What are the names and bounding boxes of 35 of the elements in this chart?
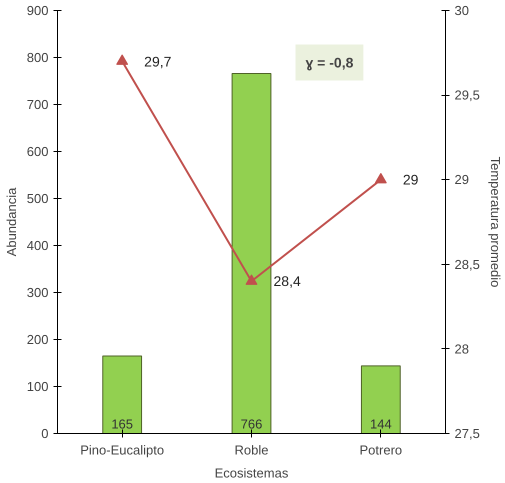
bar xyxy=(360,365,401,434)
y-tick-label: 200 xyxy=(26,332,49,347)
bar xyxy=(102,355,142,434)
y-tick-label: 700 xyxy=(26,97,49,112)
y2-tick-label: 28,5 xyxy=(454,256,480,272)
data-label: 766 xyxy=(240,416,262,432)
x-axis-title: Ecosistemas xyxy=(214,466,289,480)
y2-tick-label: 29,5 xyxy=(454,88,480,103)
y2-axis-title: Temperatura promedio xyxy=(488,156,503,288)
data-label: 29,7 xyxy=(144,53,172,70)
data-label: 144 xyxy=(370,416,392,432)
data-label: 165 xyxy=(111,416,134,432)
data-label: 29 xyxy=(402,172,419,188)
y-tick-label: 500 xyxy=(26,191,49,206)
point xyxy=(246,274,258,285)
y-tick-label: 600 xyxy=(26,144,49,159)
y-tick-label: 900 xyxy=(26,3,49,18)
y2-tick-label: 28 xyxy=(454,341,469,356)
y-tick-label: 100 xyxy=(26,379,49,394)
x-tick-label: Pino-Eucalipto xyxy=(80,442,164,458)
x-tick-label: Roble xyxy=(234,442,268,458)
bar xyxy=(232,72,272,434)
annotation: ɣ = -0,8 xyxy=(306,54,354,70)
point xyxy=(374,172,387,184)
y2-tick-label: 30 xyxy=(454,3,469,18)
point xyxy=(116,54,128,65)
y-tick-label: 400 xyxy=(26,238,49,253)
data-label: 28,4 xyxy=(274,273,301,290)
x-tick-label: Potrero xyxy=(360,442,402,458)
y-tick-label: 300 xyxy=(26,285,49,300)
y2-tick-label: 27,5 xyxy=(454,426,480,441)
y2-tick-label: 29 xyxy=(454,172,469,188)
y-axis-title: Abundancia xyxy=(4,186,19,256)
y-tick-label: 0 xyxy=(41,426,49,441)
y-tick-label: 800 xyxy=(26,50,49,65)
